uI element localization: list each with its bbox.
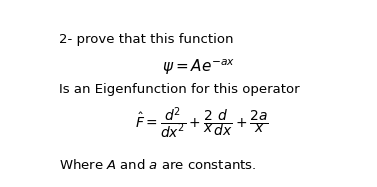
- Text: Where $\mathit{A}$ and $\mathit{a}$ are constants.: Where $\mathit{A}$ and $\mathit{a}$ are …: [59, 158, 256, 172]
- Text: 2- prove that this function: 2- prove that this function: [59, 33, 233, 45]
- Text: Is an Eigenfunction for this operator: Is an Eigenfunction for this operator: [59, 83, 299, 96]
- Text: $\psi = Ae^{-ax}$: $\psi = Ae^{-ax}$: [162, 57, 236, 77]
- Text: $\hat{F} = \dfrac{d^2}{dx^2} + \dfrac{2}{x}\dfrac{d}{dx} + \dfrac{2a}{x}$: $\hat{F} = \dfrac{d^2}{dx^2} + \dfrac{2}…: [135, 105, 269, 141]
